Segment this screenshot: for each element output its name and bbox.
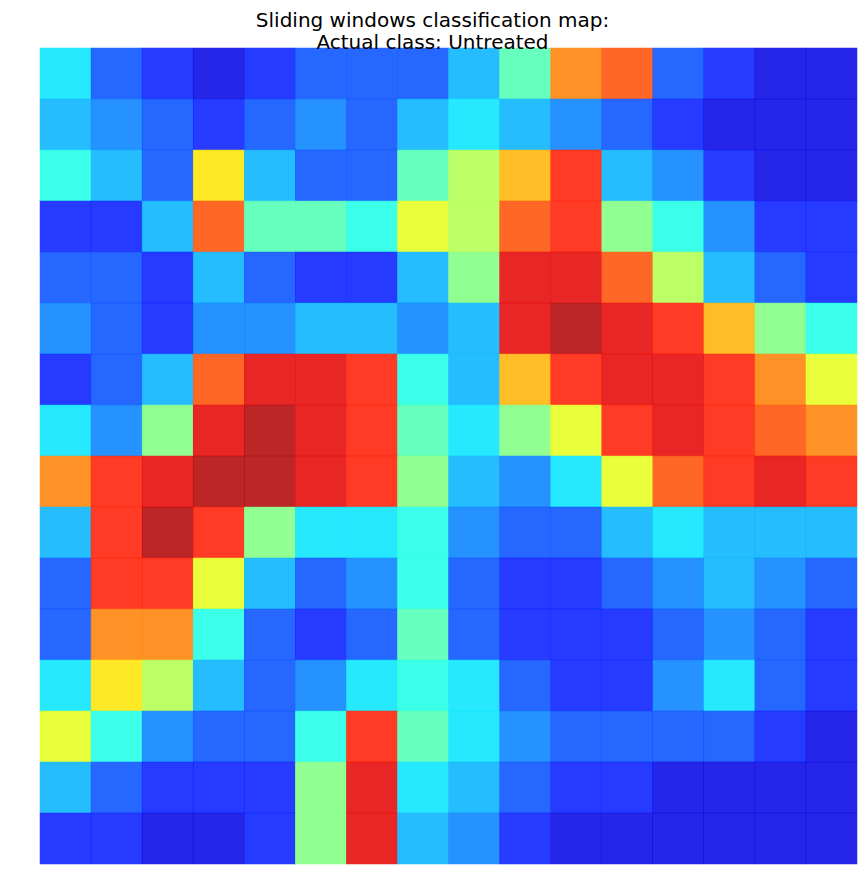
svg-text:Actual class: Untreated: Actual class: Untreated xyxy=(316,30,548,54)
svg-text:Sliding windows classification: Sliding windows classification map: xyxy=(256,8,609,32)
